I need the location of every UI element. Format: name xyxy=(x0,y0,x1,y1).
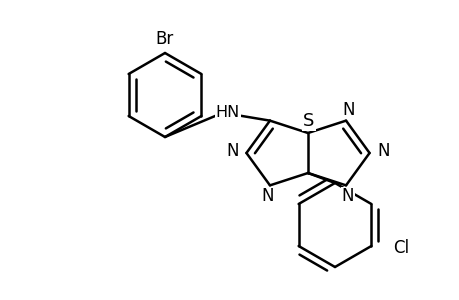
Text: N: N xyxy=(376,142,389,160)
Text: N: N xyxy=(261,188,274,206)
Text: Cl: Cl xyxy=(392,239,409,257)
Text: S: S xyxy=(302,112,314,130)
Text: N: N xyxy=(342,100,354,118)
Text: HN: HN xyxy=(215,105,240,120)
Text: Br: Br xyxy=(156,30,174,48)
Text: N: N xyxy=(341,188,353,206)
Text: N: N xyxy=(226,142,238,160)
